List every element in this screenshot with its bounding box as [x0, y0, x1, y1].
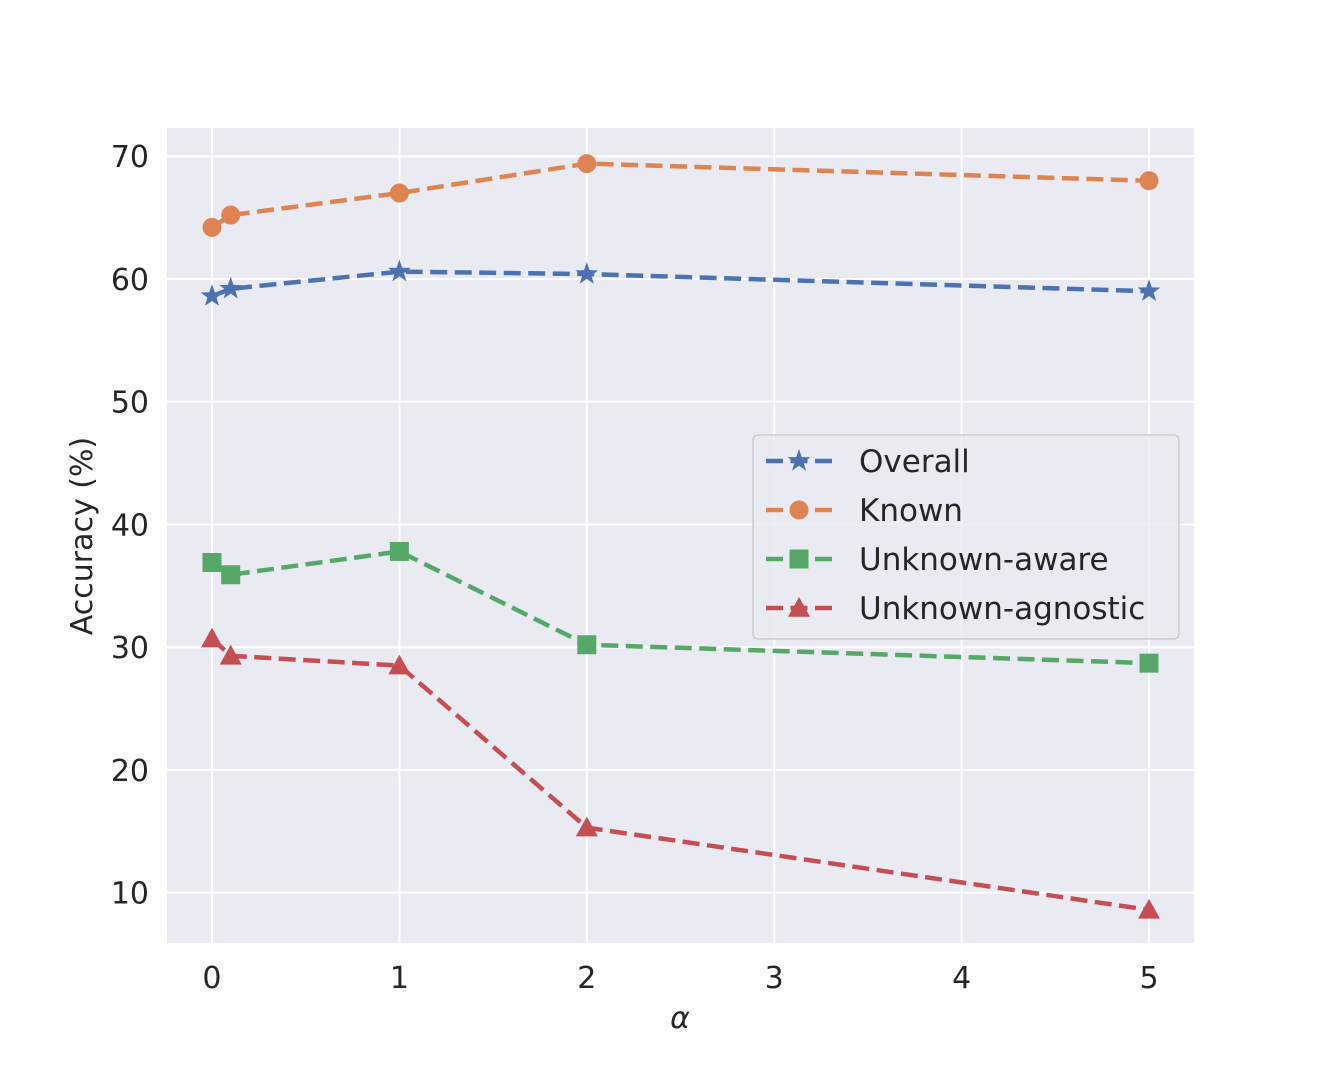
- data-point: [221, 205, 241, 225]
- y-tick-label: 50: [111, 386, 149, 421]
- legend-item: Unknown-aware: [766, 542, 1109, 578]
- data-point: [200, 284, 224, 306]
- legend-label: Unknown-aware: [859, 542, 1109, 578]
- y-tick-label: 60: [111, 263, 149, 298]
- x-tick-label: 1: [390, 961, 409, 996]
- y-axis-label: Accuracy (%): [65, 437, 100, 635]
- x-tick-label: 2: [577, 961, 596, 996]
- legend: Overall Known Unknown-aware Unknown-agnosti…: [752, 434, 1180, 640]
- data-point: [389, 183, 409, 203]
- legend-label: Overall: [859, 444, 970, 480]
- data-point: [1139, 653, 1159, 673]
- legend-marker: [789, 549, 809, 569]
- data-point: [577, 635, 597, 655]
- series-overall: [200, 259, 1161, 306]
- data-point: [387, 259, 411, 282]
- data-point: [221, 565, 241, 585]
- data-point: [219, 276, 243, 299]
- data-point: [1137, 279, 1161, 301]
- legend-items: Overall Known Unknown-aware Unknown-agnosti…: [766, 444, 1145, 627]
- legend-item: Known: [766, 493, 963, 529]
- data-point: [202, 217, 222, 237]
- y-tick-label: 70: [111, 140, 149, 175]
- legend-item: Unknown-agnostic: [766, 591, 1145, 627]
- y-tick-label: 40: [111, 508, 149, 543]
- data-point: [219, 644, 242, 665]
- data-point: [577, 154, 597, 174]
- x-tick-label: 0: [202, 961, 221, 996]
- series-known: [202, 154, 1159, 237]
- x-tick-label: 5: [1139, 961, 1158, 996]
- legend-item: Overall: [766, 444, 970, 480]
- tick-layer: 0 1 2 3 4 5 10 20 30 40 50 60 70: [111, 140, 1159, 996]
- data-point: [575, 816, 598, 837]
- data-point: [1138, 898, 1161, 919]
- series-line: [211, 269, 1150, 299]
- legend-label: Known: [859, 493, 963, 529]
- data-point: [389, 541, 409, 561]
- legend-marker: [787, 449, 811, 471]
- y-tick-label: 30: [111, 631, 149, 666]
- legend-marker: [788, 597, 810, 617]
- x-tick-label: 3: [765, 961, 784, 996]
- series-unknown-agnostic: [200, 627, 1161, 919]
- y-tick-label: 10: [111, 877, 149, 912]
- legend-marker: [789, 500, 809, 520]
- data-point: [388, 654, 411, 675]
- data-point: [202, 553, 222, 573]
- data-point: [200, 627, 223, 648]
- x-axis-label: α: [670, 1001, 690, 1036]
- series-layer: [200, 154, 1161, 919]
- legend-frame: [752, 434, 1180, 640]
- data-point: [1139, 171, 1159, 191]
- data-point: [575, 262, 599, 284]
- legend-label: Unknown-agnostic: [859, 591, 1145, 627]
- y-tick-label: 20: [111, 754, 149, 789]
- series-unknown-aware: [202, 541, 1159, 673]
- x-tick-label: 4: [952, 961, 971, 996]
- series-line: [210, 636, 1150, 913]
